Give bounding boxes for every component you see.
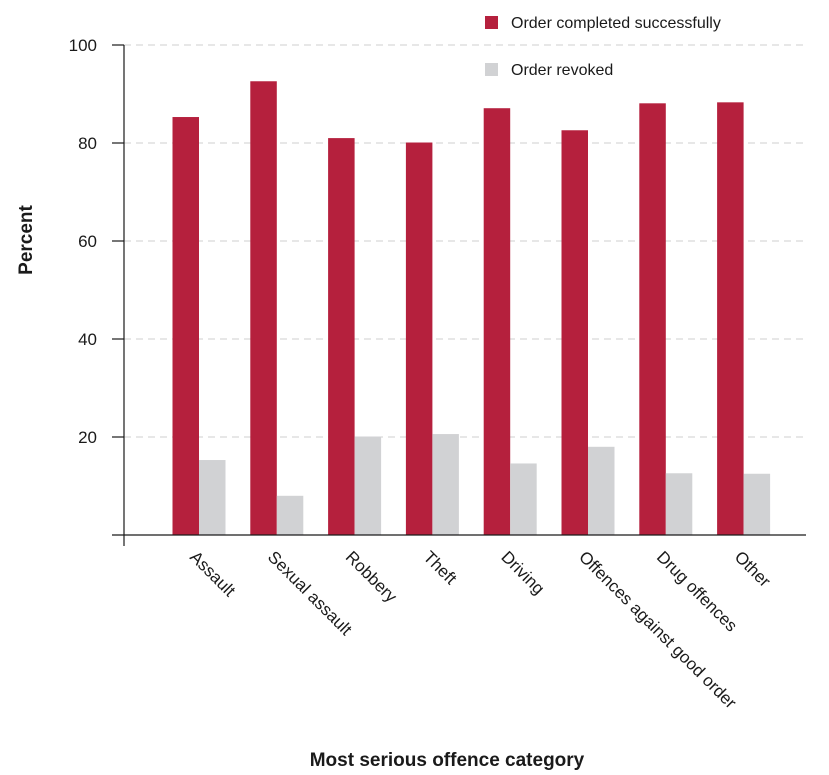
bar-revoked [354,436,382,535]
bar-revoked [276,495,304,535]
x-tick-label: Sexual assault [264,547,356,639]
bar-revoked [199,460,226,535]
y-tick-label: 60 [78,232,97,251]
y-tick-label: 40 [78,330,97,349]
x-tick-label: Driving [497,547,548,598]
bar-completed [172,117,199,535]
bar-completed [483,108,511,536]
bar-completed [717,102,744,535]
y-tick-label: 80 [78,134,97,153]
bar-revoked [510,463,537,535]
x-tick-label: Robbery [342,547,401,606]
bar-completed [405,142,433,535]
bar-completed [328,138,355,535]
gridlines [124,44,806,438]
legend-swatch [485,16,498,29]
bar-completed [250,81,277,535]
legend: Order completed successfully Order revoke… [485,15,721,79]
y-axis-title: Percent [16,204,37,274]
bar-revoked [743,473,771,535]
legend-label: Order completed successfully [511,15,721,32]
axes [112,45,806,546]
legend-swatch [485,63,498,76]
x-tick-label: Assault [186,547,239,600]
y-tick-label: 100 [69,36,97,55]
y-ticks: 20 40 60 80 100 [69,36,124,447]
bar-revoked [665,473,693,535]
bar-completed [561,130,588,535]
bar-completed [639,103,666,535]
bar-revoked [432,434,459,535]
x-axis-title: Most serious offence category [310,750,585,771]
bar-revoked [588,446,615,535]
bars [172,81,771,536]
legend-label: Order revoked [511,62,613,79]
x-tick-label: Theft [420,547,461,588]
x-tick-label: Other [731,547,775,591]
x-tick-label: Offences against good order [575,547,740,712]
x-tick-label: Drug offences [653,547,741,635]
y-tick-label: 20 [78,428,97,447]
